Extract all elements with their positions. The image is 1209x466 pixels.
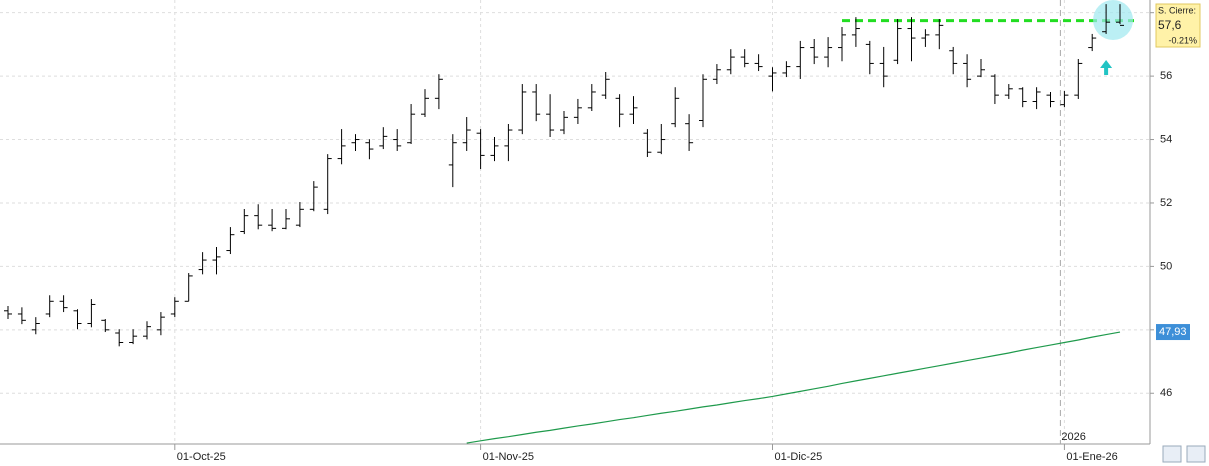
y-tick-label: 56	[1160, 70, 1172, 82]
moving-average-line	[466, 331, 1121, 444]
year-label: 2026	[1061, 431, 1085, 443]
up-arrow	[1100, 60, 1113, 75]
x-tick-label: 01-Oct-25	[177, 451, 226, 463]
y-tick-label: 46	[1160, 387, 1172, 399]
x-tick-label: 01-Ene-26	[1066, 451, 1117, 463]
plot-area	[0, 0, 1150, 444]
y-tick-label: 52	[1160, 197, 1172, 209]
close-box-change: -0.21%	[1168, 35, 1197, 45]
close-box	[1155, 3, 1201, 48]
x-tick-label: 01-Dic-25	[775, 451, 823, 463]
y-tick-label: 54	[1160, 133, 1172, 145]
save-button[interactable]	[1186, 445, 1206, 463]
close-box-price: 57,6	[1158, 18, 1182, 32]
close-box-title: S. Cierre:	[1158, 5, 1196, 15]
x-tick-label: 01-Nov-25	[483, 451, 534, 463]
ma-label: 47,93	[1159, 326, 1187, 338]
ma-label-box	[1156, 324, 1190, 341]
highlight-circle	[1093, 0, 1134, 40]
zoom-button[interactable]	[1162, 445, 1182, 463]
y-tick-label: 50	[1160, 260, 1172, 272]
